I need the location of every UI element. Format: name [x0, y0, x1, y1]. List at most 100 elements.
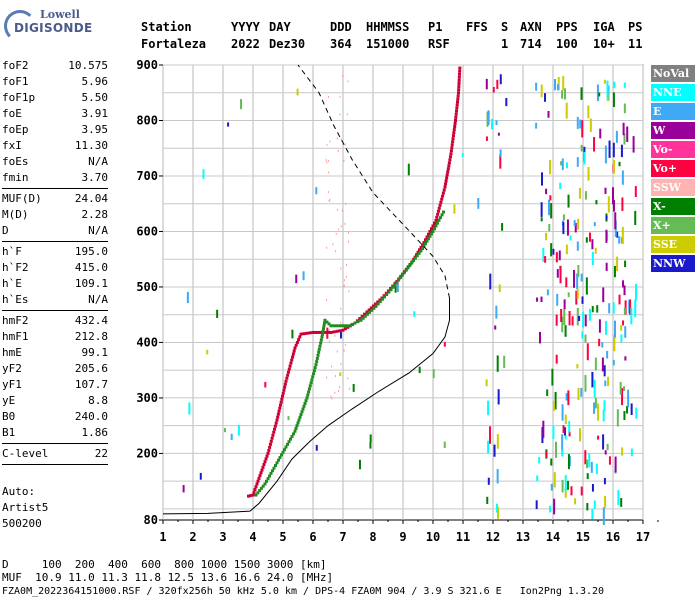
trace-point-vo	[293, 346, 297, 350]
echo-noise-mark	[567, 292, 570, 298]
y-tick-label: 800	[136, 113, 158, 127]
echo-noise-mark	[588, 453, 591, 468]
echo-noise-mark	[561, 158, 564, 171]
echo-noise-mark	[575, 290, 578, 305]
trace-point-x	[376, 302, 380, 306]
trace-point-x	[433, 227, 436, 231]
echo-noise-mark	[564, 434, 567, 440]
trace-point-vo	[448, 158, 452, 162]
trace-point-x	[312, 369, 316, 373]
echo-noise-mark	[588, 232, 591, 242]
param-name: foEp	[2, 123, 29, 136]
header-value-2: Dez30	[269, 37, 306, 51]
trace-point-vo	[297, 338, 301, 342]
echo-noise-mark	[552, 425, 555, 439]
param-name: D	[2, 224, 9, 237]
echo-noise-mark	[598, 338, 601, 347]
echo-noise-mark	[394, 280, 397, 293]
trace-point-x	[263, 482, 267, 486]
trace-point-x	[322, 327, 325, 331]
trace-point-vo	[259, 471, 263, 475]
echo-noise-mark	[492, 87, 495, 93]
echo-noise-mark	[620, 334, 623, 343]
echo-noise-mark	[616, 256, 619, 272]
y-tick-label: 900	[136, 58, 158, 72]
param-value: N/A	[88, 224, 108, 237]
echo-noise-mark	[606, 350, 609, 359]
echo-noise-mark	[237, 424, 240, 436]
echo-noise-mark	[563, 308, 566, 326]
param-name: C-level	[2, 447, 49, 460]
sporadic-trace-mark	[336, 350, 338, 353]
sporadic-trace-mark	[346, 113, 348, 116]
echo-noise-mark	[591, 306, 594, 313]
echo-noise-mark	[591, 251, 594, 266]
trace-point-vo	[434, 218, 438, 222]
trace-point-x	[311, 375, 315, 379]
echo-noise-mark	[569, 235, 572, 241]
legend: NoVal NNE E W Vo- Vo+ SSW X- X+ SSE NNW	[651, 65, 695, 274]
echo-noise-mark	[562, 214, 565, 221]
echo-noise-mark	[553, 498, 556, 515]
param-row: hmF2 432.4	[2, 313, 108, 329]
echo-noise-mark	[487, 440, 490, 454]
param-name: foEs	[2, 155, 29, 168]
param-row: yF2 205.6	[2, 361, 108, 377]
sporadic-trace-mark	[326, 298, 328, 301]
echo-noise-mark	[550, 483, 553, 491]
trace-point-vo	[451, 140, 455, 144]
trace-point-vo	[262, 463, 266, 467]
sporadic-trace-mark	[343, 159, 345, 162]
sporadic-trace-mark	[344, 222, 346, 225]
param-row: foF1 5.96	[2, 74, 108, 90]
echo-noise-mark	[565, 393, 568, 401]
echo-noise-mark	[605, 229, 608, 243]
trace-point-x	[413, 256, 417, 260]
echo-noise-mark	[586, 459, 589, 469]
echo-noise-mark	[591, 239, 594, 250]
echo-noise-mark	[554, 441, 557, 458]
echo-noise-mark	[603, 79, 606, 84]
echo-noise-mark	[418, 366, 421, 374]
echo-noise-mark	[291, 329, 294, 339]
echo-noise-mark	[432, 369, 435, 379]
legend-item-noval: NoVal	[651, 65, 695, 82]
trace-point-x	[436, 221, 439, 225]
trace-point-vo	[294, 343, 298, 347]
trace-point-vo	[451, 137, 455, 141]
trace-point-vo	[363, 312, 367, 316]
echo-noise-mark	[577, 387, 580, 400]
echo-noise-mark	[564, 488, 567, 498]
trace-point-vo	[268, 445, 272, 449]
echo-noise-mark	[582, 311, 585, 328]
sporadic-trace-mark	[348, 290, 350, 293]
echo-noise-mark	[595, 200, 598, 205]
trace-point-vo	[276, 415, 280, 419]
echo-noise-mark	[369, 441, 372, 449]
echo-noise-mark	[547, 110, 550, 118]
sporadic-trace-mark	[332, 243, 334, 246]
echo-noise-mark	[613, 81, 616, 89]
trace-point-x	[292, 432, 295, 436]
sporadic-trace-mark	[336, 208, 338, 211]
trace-point-vo	[458, 69, 462, 73]
y-tick-label: 500	[136, 280, 158, 294]
param-name: foF2	[2, 59, 29, 72]
trace-point-x	[302, 404, 306, 408]
sporadic-trace-mark	[328, 171, 330, 174]
trace-point-x	[254, 493, 258, 497]
echo-noise-mark	[206, 349, 209, 355]
echo-noise-mark	[535, 82, 538, 91]
trace-point-x	[261, 484, 265, 488]
sporadic-trace-mark	[329, 198, 331, 201]
trace-point-vo	[273, 424, 277, 428]
sporadic-trace-mark	[343, 285, 345, 288]
echo-noise-mark	[562, 425, 565, 433]
trace-point-x	[427, 237, 430, 241]
parameter-panel: foF2 10.575 foF1 5.96 foF1p 5.50 foE 3.91 foEp 3.…	[2, 58, 108, 467]
trace-point-vo	[457, 78, 461, 82]
x-tick-label: 12	[486, 530, 500, 544]
trace-point-vo	[443, 185, 447, 189]
trace-point-x	[271, 469, 274, 473]
param-value: 11.30	[74, 139, 108, 152]
